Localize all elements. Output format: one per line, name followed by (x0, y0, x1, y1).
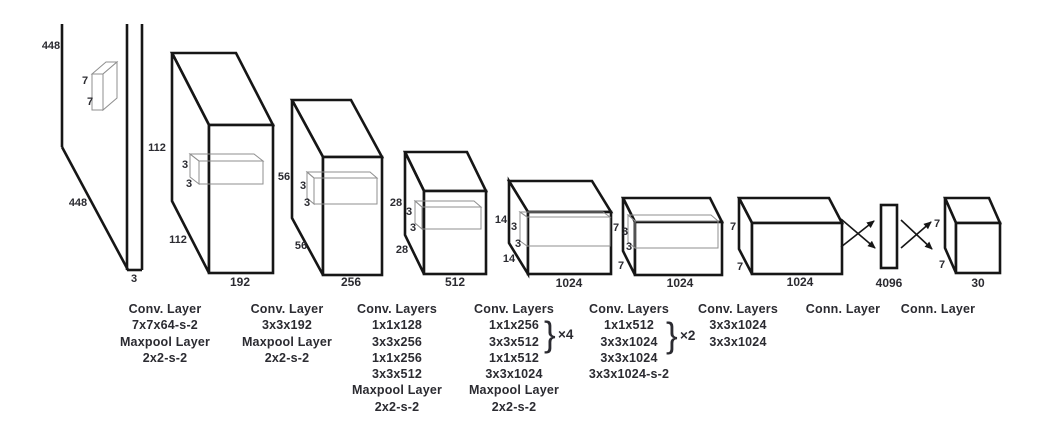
caption-line: Maxpool Layer (468, 383, 560, 398)
caption-line: 1x1x512 (603, 318, 655, 333)
caption-line: 1x1x512 (488, 350, 540, 365)
conv5-width-label: 7 (618, 260, 624, 272)
caption-stage-6: Conv. Layers 3x3x1024 3x3x1024 (698, 301, 778, 350)
conv3-depth-label: 512 (445, 275, 465, 289)
conv5-kernel-h-label: 3 (622, 226, 628, 238)
caption-line: Maxpool Layer (241, 334, 333, 349)
caption-line: 3x3x512 (371, 367, 423, 382)
conv2-width-label: 56 (295, 240, 307, 252)
caption-line: Conv. Layers (357, 302, 437, 316)
conv5-kernel-w-label: 3 (626, 241, 632, 253)
conv4-kernel-h-label: 3 (511, 221, 517, 233)
conv6-height-label: 7 (730, 221, 736, 233)
crossover-arrows-2 (900, 219, 933, 250)
caption-line: Conv. Layers (474, 302, 554, 316)
conv4-kernel-w-label: 3 (515, 238, 521, 250)
fc1-slab (879, 203, 899, 270)
caption-line: 1x1x256 (488, 318, 540, 333)
conv6-box (736, 196, 845, 276)
input-height-label: 448 (42, 40, 60, 52)
caption-line: 3x3x256 (371, 334, 423, 349)
repeat-brace-x4: } (544, 315, 556, 354)
conv2-box (289, 98, 385, 277)
conv4-height-label: 14 (495, 214, 508, 226)
caption-line: Conv. Layers (698, 302, 778, 316)
conv3-width-label: 28 (396, 244, 408, 256)
repeat-count-x2: ×2 (680, 328, 696, 343)
caption-line: Maxpool Layer (119, 334, 211, 349)
caption-line: 1x1x256 (371, 350, 423, 365)
caption-stage-2: Conv. Layer 3x3x192 Maxpool Layer 2x2-s-… (242, 301, 332, 366)
conv2-height-label: 56 (278, 171, 290, 183)
caption-line: 2x2-s-2 (264, 350, 310, 365)
conv5-kernel-box (626, 213, 720, 250)
caption-stage-5: Conv. Layers 1x1x512 3x3x1024 3x3x1024 3… (589, 301, 669, 382)
output-height-label: 7 (934, 218, 940, 230)
conv2-kernel-w-label: 3 (304, 197, 310, 209)
caption-line: Conv. Layer (128, 302, 202, 316)
caption-line: 3x3x1024 (600, 350, 658, 365)
caption-line: 3x3x1024 (600, 334, 658, 349)
caption-line: Conv. Layers (589, 302, 669, 316)
caption-line: Conn. Layer (900, 302, 976, 316)
conv3-box (402, 150, 489, 276)
conv1-height-label: 112 (148, 142, 166, 154)
input-kernel-w-label: 7 (87, 96, 93, 108)
conv1-kernel-box (188, 152, 265, 186)
conv6-width-label: 7 (737, 261, 743, 273)
caption-line: 7x7x64-s-2 (132, 318, 198, 333)
conv2-kernel-box (305, 170, 379, 206)
caption-line: 2x2-s-2 (142, 350, 188, 365)
output-depth-label: 30 (971, 276, 985, 290)
caption-stage-4: Conv. Layers 1x1x256 3x3x512 1x1x512 3x3… (469, 301, 559, 415)
input-kernel-box (90, 60, 119, 112)
conv4-depth-label: 1024 (556, 276, 583, 290)
conv2-kernel-h-label: 3 (300, 180, 306, 192)
conv1-kernel-h-label: 3 (182, 159, 188, 171)
caption-line: Conv. Layer (250, 302, 324, 316)
conv5-depth-label: 1024 (667, 276, 694, 290)
repeat-count-x4: ×4 (558, 327, 574, 342)
conv3-kernel-box (413, 199, 483, 231)
caption-line: 3x3x1024-s-2 (588, 367, 670, 382)
conv1-depth-label: 192 (230, 275, 250, 289)
conv1-kernel-w-label: 3 (186, 178, 192, 190)
conv1-width-label: 112 (169, 234, 187, 246)
repeat-brace-x2: } (666, 316, 678, 355)
conv5-height-label: 7 (613, 222, 619, 234)
input-depth-label: 3 (131, 273, 137, 285)
conv4-box (506, 176, 614, 279)
fc1-size-label: 4096 (876, 276, 903, 290)
input-width-label: 448 (69, 197, 87, 209)
output-box (943, 196, 1002, 275)
caption-line: 3x3x1024 (709, 334, 767, 349)
caption-stage-1: Conv. Layer 7x7x64-s-2 Maxpool Layer 2x2… (120, 301, 210, 366)
caption-line: Maxpool Layer (351, 383, 443, 398)
input-kernel-h-label: 7 (82, 75, 88, 87)
caption-stage-3: Conv. Layers 1x1x128 3x3x256 1x1x256 3x3… (352, 301, 442, 415)
conv3-kernel-h-label: 3 (406, 206, 412, 218)
caption-conn-layer-2: Conn. Layer (901, 301, 975, 317)
conv3-height-label: 28 (390, 197, 402, 209)
output-width-label: 7 (939, 259, 945, 271)
caption-line: 2x2-s-2 (374, 399, 420, 414)
caption-line: 3x3x1024 (485, 367, 543, 382)
crossover-arrows-1 (840, 218, 876, 249)
caption-line: 3x3x192 (261, 318, 313, 333)
conv3-kernel-w-label: 3 (410, 222, 416, 234)
conv2-depth-label: 256 (341, 275, 361, 289)
conv4-width-label: 14 (503, 253, 516, 265)
caption-line: 2x2-s-2 (491, 399, 537, 414)
conv4-kernel-box (518, 211, 612, 247)
caption-conn-layer-1: Conn. Layer (806, 301, 880, 317)
conv6-depth-label: 1024 (787, 275, 814, 289)
caption-line: 3x3x512 (488, 334, 540, 349)
input-image-plane (60, 24, 144, 272)
caption-line: Conn. Layer (805, 302, 881, 316)
conv5-box (620, 196, 725, 277)
caption-line: 1x1x128 (371, 318, 423, 333)
caption-line: 3x3x1024 (709, 318, 767, 333)
